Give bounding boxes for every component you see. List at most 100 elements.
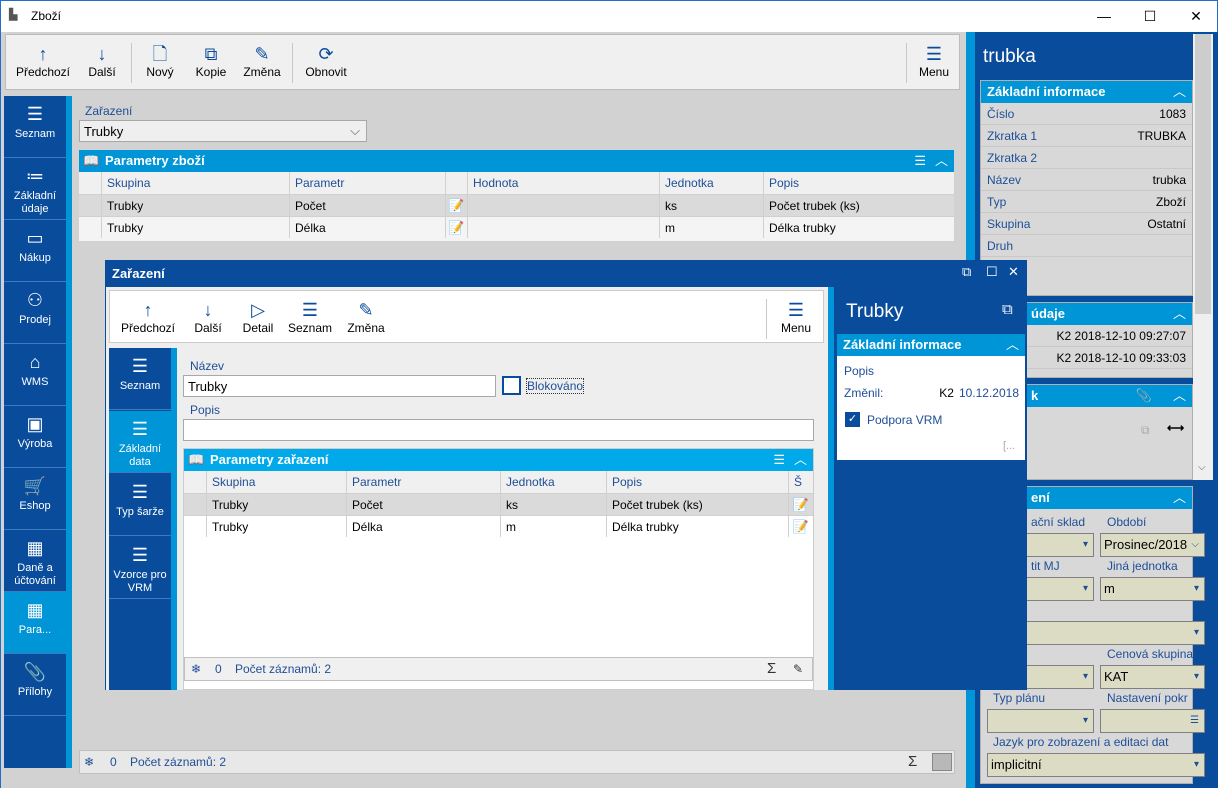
paperclip-icon[interactable]: 📎 bbox=[1135, 388, 1152, 403]
collapse-icon[interactable]: ︿ bbox=[1172, 84, 1186, 99]
chevron-down-icon[interactable]: ⌵ bbox=[1198, 462, 1206, 473]
sidebar-item[interactable]: ▦ Daně a účtování bbox=[4, 530, 66, 592]
column-header[interactable]: Jednotka bbox=[659, 172, 763, 194]
next-button[interactable]: ↓ Další bbox=[80, 35, 124, 89]
info-value: K2 2018-12-10 09:33:03 bbox=[1056, 351, 1186, 365]
column-header[interactable]: Popis bbox=[763, 172, 953, 194]
period-select[interactable]: Prosinec/2018 ⌵ bbox=[1100, 533, 1205, 557]
sidebar-item[interactable]: ⚇ Prodej bbox=[4, 282, 66, 344]
other-unit-field[interactable]: m ▾ bbox=[1100, 577, 1205, 601]
close-button[interactable]: ✕ bbox=[1190, 8, 1202, 24]
note-icon[interactable]: 📝 bbox=[788, 516, 813, 537]
new-button[interactable]: 🗋 Nový bbox=[140, 35, 180, 89]
maximize-button[interactable]: ☐ bbox=[986, 264, 998, 279]
row-selector[interactable] bbox=[79, 195, 101, 216]
copy-icon: ⧉ bbox=[204, 44, 218, 64]
edit-button[interactable]: ✎ Změna bbox=[238, 35, 286, 89]
snowflake-icon[interactable]: ❄ bbox=[191, 662, 202, 676]
hamburger-icon: ☰ bbox=[925, 44, 943, 64]
section-title: k bbox=[1031, 388, 1039, 403]
nav-icon: ⌂ bbox=[29, 352, 41, 372]
panel-splitter[interactable] bbox=[828, 287, 834, 690]
row-selector-header bbox=[184, 471, 206, 493]
close-button[interactable]: ✕ bbox=[1008, 264, 1019, 279]
column-header[interactable]: Skupina bbox=[206, 471, 346, 493]
menu-button[interactable]: ☰ Menu bbox=[774, 291, 818, 343]
sidebar-item[interactable]: ▭ Nákup bbox=[4, 220, 66, 282]
maximize-button[interactable]: ☐ bbox=[1143, 8, 1157, 24]
collapse-icon[interactable]: ︿ bbox=[1172, 388, 1186, 403]
table-row[interactable]: Trubky Délka m Délka trubky 📝 bbox=[184, 515, 813, 537]
column-header[interactable]: Skupina bbox=[101, 172, 289, 194]
next-button[interactable]: ↓ Další bbox=[186, 291, 230, 343]
collapse-icon[interactable]: ︿ bbox=[793, 452, 807, 467]
scrollbar-thumb[interactable] bbox=[1195, 34, 1211, 314]
row-selector[interactable] bbox=[79, 217, 101, 238]
note-icon[interactable]: 📝 bbox=[445, 217, 467, 238]
sidebar-item[interactable]: 📎 Přílohy bbox=[4, 654, 66, 716]
note-icon[interactable]: 📝 bbox=[788, 494, 813, 515]
resize-width-icon[interactable]: ⟷ bbox=[1167, 421, 1185, 435]
column-header[interactable]: Parametr bbox=[346, 471, 500, 493]
open-external-icon[interactable]: ⧉ bbox=[1141, 423, 1150, 437]
dialog-sidebar-item[interactable]: ☰ Vzorce pro VRM bbox=[109, 537, 171, 599]
sidebar-item[interactable]: ▦ Para... bbox=[4, 592, 66, 654]
sidebar-item[interactable]: ▣ Výroba bbox=[4, 406, 66, 468]
sidebar-item[interactable]: ≔ Základní údaje bbox=[4, 158, 66, 220]
dock-icon[interactable]: ⧉ bbox=[962, 264, 972, 279]
sidebar-item[interactable]: 🛒 Eshop bbox=[4, 468, 66, 530]
scrollbar[interactable]: ⌵ bbox=[1193, 34, 1213, 480]
blokovano-label[interactable]: Blokováno bbox=[526, 378, 585, 394]
open-external-icon[interactable]: ⧉ bbox=[1002, 301, 1013, 318]
collapse-icon[interactable]: ︿ bbox=[1172, 306, 1186, 321]
vrm-checkbox[interactable]: ✓ bbox=[845, 412, 860, 427]
detail-button[interactable]: ▷ Detail bbox=[238, 291, 278, 343]
copy-button[interactable]: ⧉ Kopie bbox=[188, 35, 234, 89]
previous-button[interactable]: ↑ Předchozí bbox=[118, 291, 178, 343]
collapse-icon[interactable]: ︿ bbox=[1005, 337, 1019, 352]
column-header[interactable]: Š bbox=[788, 471, 813, 493]
blokovano-checkbox[interactable] bbox=[502, 376, 521, 395]
menu-button[interactable]: ☰ Menu bbox=[912, 35, 956, 89]
note-icon[interactable]: 📝 bbox=[445, 195, 467, 216]
field-label: Typ plánu bbox=[993, 691, 1046, 705]
dialog-sidebar-item[interactable]: ☰ Základní data bbox=[109, 411, 171, 473]
square-button[interactable] bbox=[932, 753, 952, 771]
column-header[interactable]: Jednotka bbox=[500, 471, 606, 493]
table-row[interactable]: Trubky Počet ks Počet trubek (ks) 📝 bbox=[184, 493, 813, 515]
collapse-icon[interactable]: ︿ bbox=[1172, 490, 1186, 505]
popis-input[interactable] bbox=[183, 419, 814, 441]
plan-type-field[interactable]: ▾ bbox=[987, 709, 1094, 733]
table-row[interactable]: Trubky Počet ks Počet trubek (ks) 📝 bbox=[79, 194, 954, 216]
column-header[interactable]: Parametr bbox=[289, 172, 445, 194]
language-field[interactable]: implicitní ▾ bbox=[987, 753, 1205, 777]
hamburger-icon[interactable]: ☰ bbox=[914, 153, 926, 168]
sidebar-item[interactable]: ⌂ WMS bbox=[4, 344, 66, 406]
list-button[interactable]: ☰ Seznam bbox=[286, 291, 334, 343]
nazev-input[interactable]: Trubky bbox=[183, 375, 496, 397]
pencil-icon[interactable]: ✎ bbox=[793, 662, 804, 676]
hamburger-icon: ☰ bbox=[131, 482, 149, 502]
sidebar-item[interactable]: ☰ Seznam bbox=[4, 96, 66, 158]
info-label: Druh bbox=[987, 239, 1014, 253]
column-header[interactable]: Hodnota bbox=[467, 172, 659, 194]
snowflake-icon[interactable]: ❄ bbox=[84, 755, 95, 769]
table-row[interactable]: Trubky Délka m Délka trubky 📝 bbox=[79, 216, 954, 238]
edit-button[interactable]: ✎ Změna bbox=[344, 291, 388, 343]
coverage-settings-field[interactable]: ☰ bbox=[1100, 709, 1205, 733]
more-link[interactable]: [... bbox=[1003, 440, 1016, 452]
hamburger-icon[interactable]: ☰ bbox=[773, 452, 785, 467]
dialog-sidebar-item[interactable]: ☰ Seznam bbox=[109, 348, 171, 410]
sum-icon[interactable]: Σ bbox=[908, 753, 918, 770]
previous-button[interactable]: ↑ Předchozí bbox=[12, 35, 74, 89]
column-header[interactable] bbox=[445, 172, 467, 194]
dialog-sidebar-item[interactable]: ☰ Typ šarže bbox=[109, 474, 171, 536]
next-label: Další bbox=[194, 321, 222, 335]
refresh-button[interactable]: ⟳ Obnovit bbox=[300, 35, 352, 89]
zarazeni-select[interactable]: Trubky ⌵ bbox=[79, 120, 367, 142]
minimize-button[interactable]: — bbox=[1097, 8, 1111, 24]
column-header[interactable]: Popis bbox=[606, 471, 788, 493]
price-group-field[interactable]: KAT ▾ bbox=[1100, 665, 1205, 689]
sum-icon[interactable]: Σ bbox=[767, 660, 777, 677]
collapse-icon[interactable]: ︿ bbox=[934, 153, 948, 168]
